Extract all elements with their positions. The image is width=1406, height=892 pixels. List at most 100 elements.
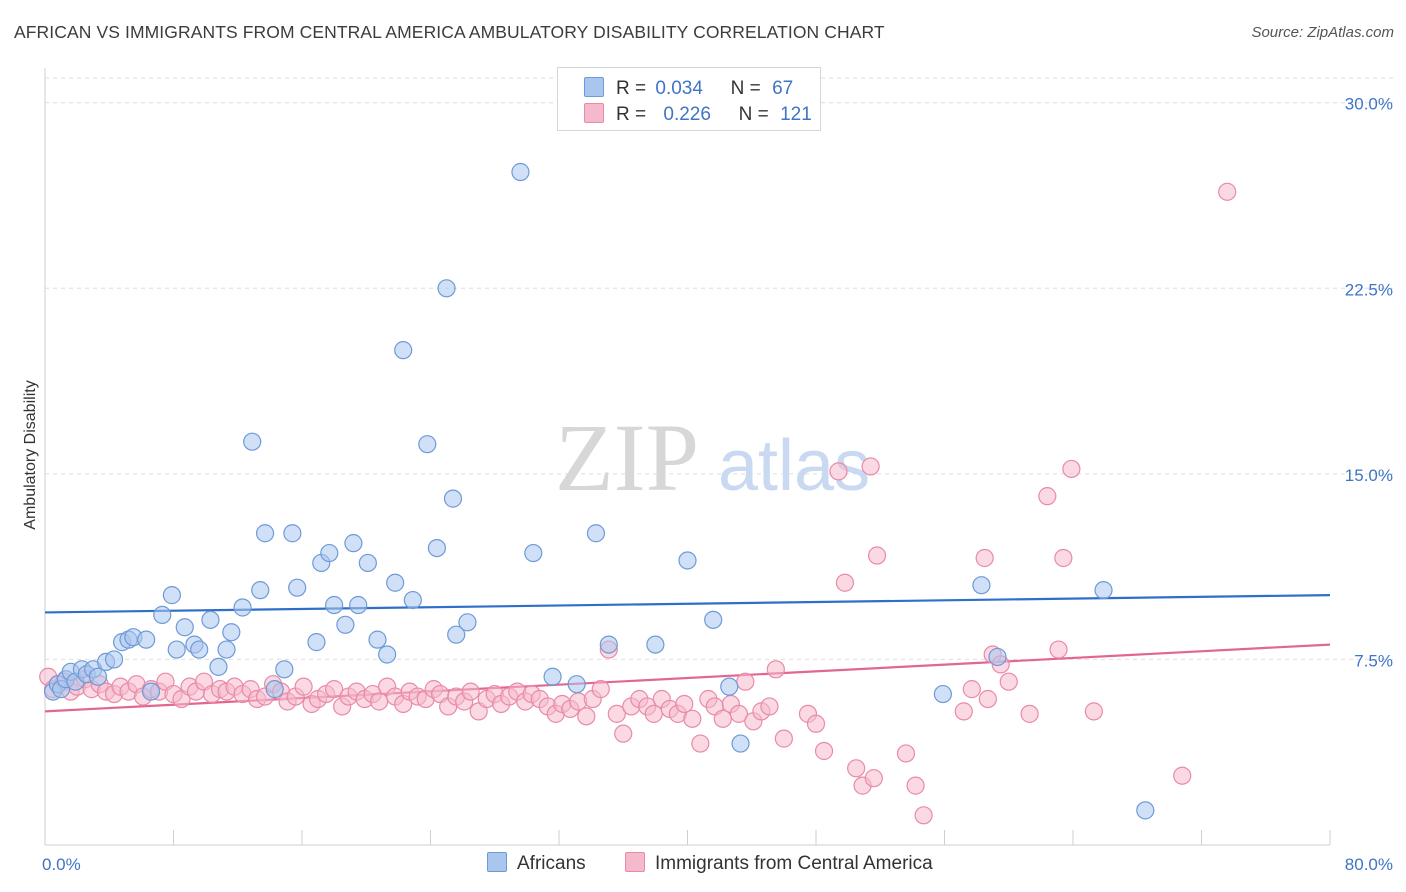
y-tick-label: 30.0%	[1345, 95, 1393, 114]
data-point-central-america	[999, 672, 1018, 691]
data-point-central-america	[914, 806, 933, 825]
data-point-africans	[201, 610, 220, 629]
data-point-africans	[209, 657, 228, 676]
data-point-central-america	[954, 702, 973, 721]
data-point-africans	[418, 435, 437, 454]
data-point-africans	[251, 581, 270, 600]
data-point-africans	[678, 551, 697, 570]
data-point-africans	[933, 684, 952, 704]
legend-n-value: 121	[780, 104, 812, 125]
y-tick-label: 15.0%	[1345, 466, 1393, 485]
data-point-africans	[437, 279, 456, 298]
data-point-central-america	[691, 734, 710, 753]
data-point-central-america	[729, 704, 749, 723]
data-point-africans	[255, 524, 275, 543]
data-point-africans	[153, 605, 172, 625]
data-point-central-america	[814, 741, 834, 761]
data-point-central-america	[975, 548, 994, 568]
data-point-africans	[1136, 801, 1155, 820]
bottom-legend-label: Africans	[517, 853, 586, 874]
correlation-legend: R = 0.034 N = 67 R = 0.226 N = 121	[557, 67, 821, 131]
data-point-central-america	[1038, 487, 1057, 506]
data-point-africans	[358, 553, 377, 573]
data-point-central-america	[867, 546, 887, 565]
data-point-central-america	[760, 697, 779, 716]
data-point-central-america	[1173, 766, 1192, 785]
data-point-central-america	[861, 457, 880, 476]
data-point-central-america	[1218, 182, 1237, 201]
data-point-africans	[307, 633, 326, 652]
data-point-africans	[443, 489, 463, 508]
data-point-africans	[586, 524, 606, 543]
data-point-central-america	[774, 729, 793, 748]
data-point-central-america	[614, 724, 633, 743]
watermark-atlas: atlas	[718, 426, 870, 506]
data-point-central-america	[1020, 704, 1039, 723]
data-point-africans	[141, 682, 161, 701]
data-point-africans	[243, 432, 262, 451]
data-point-central-america	[847, 759, 866, 778]
data-point-central-america	[370, 692, 389, 711]
bottom-legend-central-america: Immigrants from Central America	[625, 852, 933, 875]
y-tick-label: 22.5%	[1345, 280, 1393, 299]
legend-r-value: 0.034	[655, 78, 703, 99]
data-point-central-america	[864, 769, 883, 788]
data-point-central-america	[806, 714, 826, 733]
data-point-central-america	[461, 682, 480, 701]
data-point-africans	[162, 586, 181, 605]
data-point-africans	[543, 667, 562, 686]
data-points	[39, 162, 1237, 825]
bottom-legend-label: Immigrants from Central America	[655, 853, 933, 874]
tick-labels: 7.5% 15.0% 22.5% 30.0% 0.0% 80.0%	[42, 95, 1393, 874]
data-point-central-america	[1054, 548, 1073, 568]
data-point-central-america	[1084, 702, 1103, 721]
data-point-africans	[175, 618, 194, 637]
data-point-central-america	[325, 680, 344, 699]
chart-title: AFRICAN VS IMMIGRANTS FROM CENTRAL AMERI…	[14, 22, 885, 42]
data-point-africans	[283, 524, 302, 543]
data-point-central-america	[1049, 640, 1068, 659]
legend-n-label: N =	[738, 104, 769, 125]
data-point-africans	[336, 615, 355, 634]
data-point-africans	[275, 660, 294, 679]
data-point-africans	[704, 610, 723, 629]
data-point-central-america	[577, 707, 596, 726]
legend-row-central-america: R = 0.226 N = 121	[584, 103, 812, 129]
legend-r-label: R =	[616, 78, 647, 99]
data-point-africans	[731, 734, 750, 753]
data-point-central-america	[736, 672, 755, 691]
trend-line-africans	[44, 594, 1331, 614]
data-point-africans	[265, 680, 284, 699]
data-point-africans	[190, 640, 209, 659]
data-point-central-america	[766, 660, 785, 679]
bottom-legend-swatch-blue	[487, 852, 507, 872]
data-point-central-america	[835, 573, 855, 592]
data-point-africans	[511, 162, 530, 182]
data-point-africans	[567, 675, 586, 694]
data-point-africans	[988, 647, 1007, 667]
data-point-central-america	[962, 680, 981, 699]
data-point-central-america	[294, 677, 313, 696]
data-point-africans	[972, 576, 991, 595]
data-point-africans	[524, 543, 543, 563]
data-point-africans	[222, 623, 241, 642]
data-point-africans	[349, 595, 368, 615]
y-tick-label: 7.5%	[1354, 651, 1393, 670]
watermark: ZIP atlas	[555, 404, 870, 511]
legend-row-africans: R = 0.034 N = 67	[584, 77, 793, 103]
data-point-africans	[394, 341, 413, 360]
data-point-africans	[720, 677, 739, 696]
data-point-africans	[167, 640, 186, 659]
legend-n-label: N =	[730, 78, 761, 99]
data-point-africans	[233, 598, 252, 617]
data-point-africans	[447, 625, 466, 644]
data-point-africans	[427, 538, 447, 558]
axes	[44, 68, 1331, 846]
data-point-central-america	[683, 709, 702, 728]
data-point-africans	[325, 595, 344, 615]
legend-r-value: 0.226	[663, 104, 711, 125]
data-point-africans	[217, 640, 236, 659]
data-point-africans	[403, 590, 422, 610]
source-label: Source: ZipAtlas.com	[1251, 24, 1394, 41]
data-point-africans	[378, 645, 397, 664]
